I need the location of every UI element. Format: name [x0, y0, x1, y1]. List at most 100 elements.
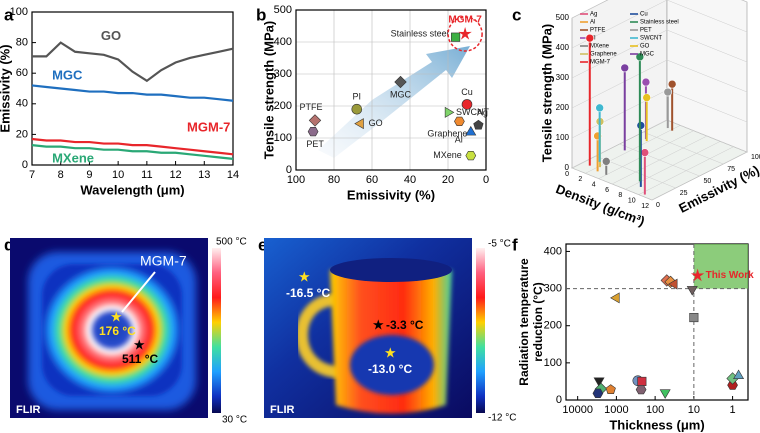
- temperature-label: 176 °C: [99, 324, 136, 338]
- tick-label: 4: [592, 182, 596, 189]
- tick-label: 10: [628, 198, 636, 205]
- data-point: [690, 268, 705, 282]
- plot-frame: [565, 243, 749, 401]
- point-label: Graphene: [427, 129, 467, 139]
- data-point: [635, 52, 645, 62]
- tick-label: 75: [727, 166, 735, 173]
- point-label: PTFE: [299, 102, 322, 112]
- tick-label: 100: [556, 133, 570, 142]
- data-point: [641, 77, 651, 87]
- thermal-image: MGM-7 ★ 176 °C ★ 511 °C FLIR 500 °C 30 °…: [10, 237, 247, 426]
- thermal-image: ★ -16.5 °C ★ -3.3 °C ★ -13.0 °C FLIR -5 …: [264, 238, 516, 424]
- tick-label: 2: [578, 176, 582, 183]
- series-label: MGM-7: [187, 120, 230, 135]
- pointer: [121, 271, 156, 313]
- data-point: [640, 148, 650, 157]
- tick-label: 100: [646, 404, 664, 416]
- tick-label: 100: [751, 154, 760, 161]
- tick-label: 80: [328, 174, 340, 186]
- tick-label: 6: [605, 187, 609, 194]
- logo: FLIR: [16, 404, 40, 416]
- colorbar-label: 30 °C: [222, 415, 247, 426]
- tick-label: 8: [618, 192, 622, 199]
- tick-label: 0: [565, 163, 570, 172]
- legend-label: MGC: [640, 52, 655, 58]
- tick-label: 0: [22, 159, 28, 171]
- star: ★: [372, 317, 385, 333]
- legend-label: SWCNT: [640, 36, 662, 42]
- y-axis-label: reduction (°C): [531, 282, 545, 361]
- tick-label: 100: [544, 357, 562, 369]
- trend-arrow: [318, 46, 470, 158]
- data-point: [663, 87, 673, 97]
- tick-label: 1: [730, 404, 736, 416]
- mug-handle: [296, 294, 341, 378]
- tick-label: 25: [680, 190, 688, 197]
- tick-label: 12: [169, 169, 181, 181]
- grid-line: [571, 59, 748, 109]
- point-label: SWCNT: [456, 107, 489, 117]
- data-point: [465, 150, 477, 161]
- star: ★: [298, 269, 311, 285]
- tick-label: 9: [86, 169, 92, 181]
- legend-label: Stainless steel: [640, 20, 679, 26]
- tick-label: 400: [274, 36, 292, 48]
- data-point: [394, 75, 407, 89]
- series-line: [31, 144, 234, 160]
- data-point: [610, 292, 620, 304]
- legend-label: Graphene: [590, 52, 617, 58]
- x-axis-label: Thickness (μm): [609, 417, 704, 432]
- tick-label: 100: [10, 6, 28, 18]
- data-point: [659, 389, 671, 399]
- y-axis-label: Radiation temperature: [517, 258, 531, 386]
- data-point: [451, 32, 461, 42]
- target-region: [693, 244, 748, 289]
- data-point: [585, 33, 595, 43]
- data-point: [473, 119, 484, 130]
- grid-line: [619, 143, 700, 177]
- data-point: [689, 312, 699, 323]
- grid-line: [571, 0, 748, 49]
- star: ★: [384, 345, 397, 361]
- tick-label: 20: [442, 174, 454, 186]
- panel-label: e: [258, 235, 267, 254]
- plot-frame: [31, 11, 234, 166]
- panel-label: d: [4, 235, 14, 254]
- tick-label: 60: [16, 67, 28, 79]
- tick-label: 10000: [562, 404, 593, 416]
- tick-label: 400: [556, 43, 570, 52]
- tick-label: 200: [556, 103, 570, 112]
- tick-label: 0: [565, 171, 569, 178]
- colorbar-label: -5 °C: [488, 239, 511, 250]
- colorbar-label: -12 °C: [488, 413, 516, 424]
- tick-label: 50: [704, 178, 712, 185]
- tick-label: 0: [556, 394, 562, 406]
- tick-label: 10: [688, 404, 700, 416]
- data-point: [454, 116, 465, 126]
- data-point: [593, 377, 605, 388]
- mug-rim: [330, 258, 452, 282]
- point-label: This Work: [706, 270, 755, 281]
- data-point: [354, 118, 364, 130]
- data-point: [307, 126, 319, 137]
- point-label: Ag: [477, 108, 488, 118]
- series-label: MXene: [52, 150, 94, 165]
- legend-label: PTFE: [590, 28, 605, 34]
- temperature-label: -13.0 °C: [368, 362, 412, 376]
- y-axis-label: Tensile strength (MPa): [539, 24, 554, 162]
- point-label: PI: [353, 92, 362, 102]
- data-point: [444, 106, 455, 118]
- tick-label: 500: [274, 4, 292, 16]
- data-point: [592, 388, 604, 398]
- tick-label: 0: [656, 202, 660, 209]
- tick-label: 0: [483, 174, 489, 186]
- legend-label: GO: [640, 44, 650, 50]
- grid-line: [643, 131, 724, 165]
- panel-label: a: [4, 5, 14, 24]
- tick-label: 300: [274, 68, 292, 80]
- tick-label: 0: [286, 164, 292, 176]
- point-label: Stainless steel: [391, 29, 449, 39]
- data-point: [667, 79, 677, 89]
- cold-spot: [350, 335, 434, 395]
